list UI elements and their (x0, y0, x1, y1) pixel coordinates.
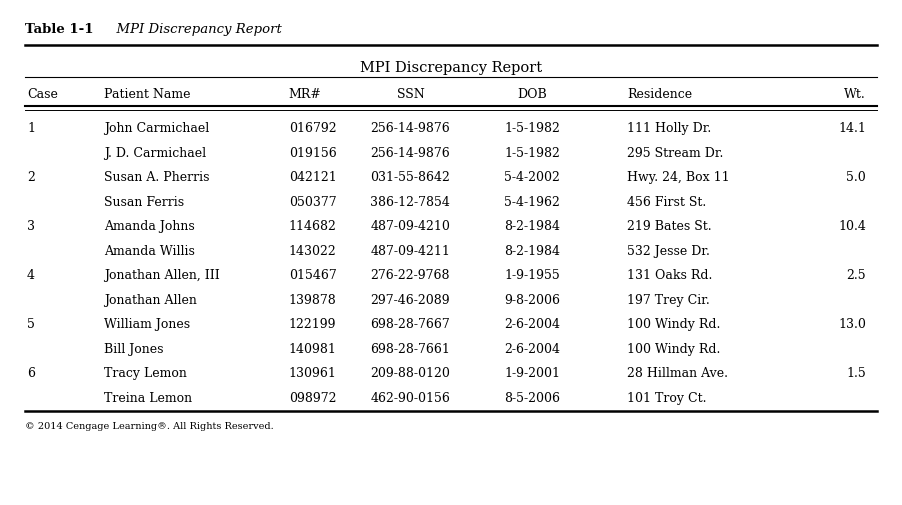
Text: 114682: 114682 (289, 220, 336, 233)
Text: 5-4-2002: 5-4-2002 (504, 171, 560, 184)
Text: 101 Troy Ct.: 101 Troy Ct. (627, 392, 706, 405)
Text: 295 Stream Dr.: 295 Stream Dr. (627, 146, 723, 160)
Text: 1-5-1982: 1-5-1982 (504, 146, 560, 160)
Text: 015467: 015467 (289, 269, 336, 282)
Text: Patient Name: Patient Name (104, 88, 190, 102)
Text: 5: 5 (27, 318, 35, 331)
Text: 10.4: 10.4 (838, 220, 866, 233)
Text: 100 Windy Rd.: 100 Windy Rd. (627, 318, 721, 331)
Text: 28 Hillman Ave.: 28 Hillman Ave. (627, 367, 728, 380)
Text: SSN: SSN (397, 88, 424, 102)
Text: 297-46-2089: 297-46-2089 (371, 294, 450, 307)
Text: J. D. Carmichael: J. D. Carmichael (104, 146, 206, 160)
Text: 1-9-2001: 1-9-2001 (504, 367, 560, 380)
Text: 130961: 130961 (289, 367, 336, 380)
Text: DOB: DOB (518, 88, 547, 102)
Text: 487-09-4210: 487-09-4210 (371, 220, 450, 233)
Text: 8-2-1984: 8-2-1984 (504, 220, 560, 233)
Text: 031-55-8642: 031-55-8642 (371, 171, 450, 184)
Text: Susan A. Pherris: Susan A. Pherris (104, 171, 209, 184)
Text: 698-28-7667: 698-28-7667 (371, 318, 450, 331)
Text: 5.0: 5.0 (846, 171, 866, 184)
Text: 1-5-1982: 1-5-1982 (504, 122, 560, 135)
Text: Susan Ferris: Susan Ferris (104, 195, 184, 209)
Text: 532 Jesse Dr.: 532 Jesse Dr. (627, 244, 710, 258)
Text: Tracy Lemon: Tracy Lemon (104, 367, 187, 380)
Text: Hwy. 24, Box 11: Hwy. 24, Box 11 (627, 171, 730, 184)
Text: 143022: 143022 (289, 244, 336, 258)
Text: 019156: 019156 (289, 146, 336, 160)
Text: William Jones: William Jones (104, 318, 189, 331)
Text: 3: 3 (27, 220, 35, 233)
Text: 386-12-7854: 386-12-7854 (371, 195, 450, 209)
Text: MPI Discrepancy Report: MPI Discrepancy Report (108, 23, 282, 36)
Text: 111 Holly Dr.: 111 Holly Dr. (627, 122, 711, 135)
Text: © 2014 Cengage Learning®. All Rights Reserved.: © 2014 Cengage Learning®. All Rights Res… (25, 422, 274, 431)
Text: 1.5: 1.5 (846, 367, 866, 380)
Text: 276-22-9768: 276-22-9768 (371, 269, 450, 282)
Text: Treina Lemon: Treina Lemon (104, 392, 192, 405)
Text: 139878: 139878 (289, 294, 336, 307)
Text: 9-8-2006: 9-8-2006 (504, 294, 560, 307)
Text: MPI Discrepancy Report: MPI Discrepancy Report (360, 61, 542, 75)
Text: 698-28-7661: 698-28-7661 (371, 342, 450, 356)
Text: 2: 2 (27, 171, 35, 184)
Text: 140981: 140981 (289, 342, 336, 356)
Text: 1-9-1955: 1-9-1955 (504, 269, 560, 282)
Text: 5-4-1962: 5-4-1962 (504, 195, 560, 209)
Text: Table 1-1: Table 1-1 (25, 23, 94, 36)
Text: 6: 6 (27, 367, 35, 380)
Text: 256-14-9876: 256-14-9876 (371, 146, 450, 160)
Text: 256-14-9876: 256-14-9876 (371, 122, 450, 135)
Text: MR#: MR# (289, 88, 321, 102)
Text: 219 Bates St.: 219 Bates St. (627, 220, 712, 233)
Text: 8-5-2006: 8-5-2006 (504, 392, 560, 405)
Text: 487-09-4211: 487-09-4211 (371, 244, 450, 258)
Text: 4: 4 (27, 269, 35, 282)
Text: Residence: Residence (627, 88, 692, 102)
Text: Case: Case (27, 88, 58, 102)
Text: 14.1: 14.1 (838, 122, 866, 135)
Text: 13.0: 13.0 (838, 318, 866, 331)
Text: 122199: 122199 (289, 318, 336, 331)
Text: 098972: 098972 (289, 392, 336, 405)
Text: Jonathan Allen, III: Jonathan Allen, III (104, 269, 219, 282)
Text: 2-6-2004: 2-6-2004 (504, 318, 560, 331)
Text: 197 Trey Cir.: 197 Trey Cir. (627, 294, 710, 307)
Text: 050377: 050377 (289, 195, 336, 209)
Text: 042121: 042121 (289, 171, 336, 184)
Text: Bill Jones: Bill Jones (104, 342, 163, 356)
Text: 456 First St.: 456 First St. (627, 195, 706, 209)
Text: 462-90-0156: 462-90-0156 (371, 392, 450, 405)
Text: 8-2-1984: 8-2-1984 (504, 244, 560, 258)
Text: Amanda Willis: Amanda Willis (104, 244, 195, 258)
Text: 209-88-0120: 209-88-0120 (371, 367, 450, 380)
Text: 2-6-2004: 2-6-2004 (504, 342, 560, 356)
Text: 016792: 016792 (289, 122, 336, 135)
Text: 131 Oaks Rd.: 131 Oaks Rd. (627, 269, 713, 282)
Text: 1: 1 (27, 122, 35, 135)
Text: Wt.: Wt. (844, 88, 866, 102)
Text: Amanda Johns: Amanda Johns (104, 220, 195, 233)
Text: John Carmichael: John Carmichael (104, 122, 209, 135)
Text: 100 Windy Rd.: 100 Windy Rd. (627, 342, 721, 356)
Text: Jonathan Allen: Jonathan Allen (104, 294, 197, 307)
Text: 2.5: 2.5 (846, 269, 866, 282)
